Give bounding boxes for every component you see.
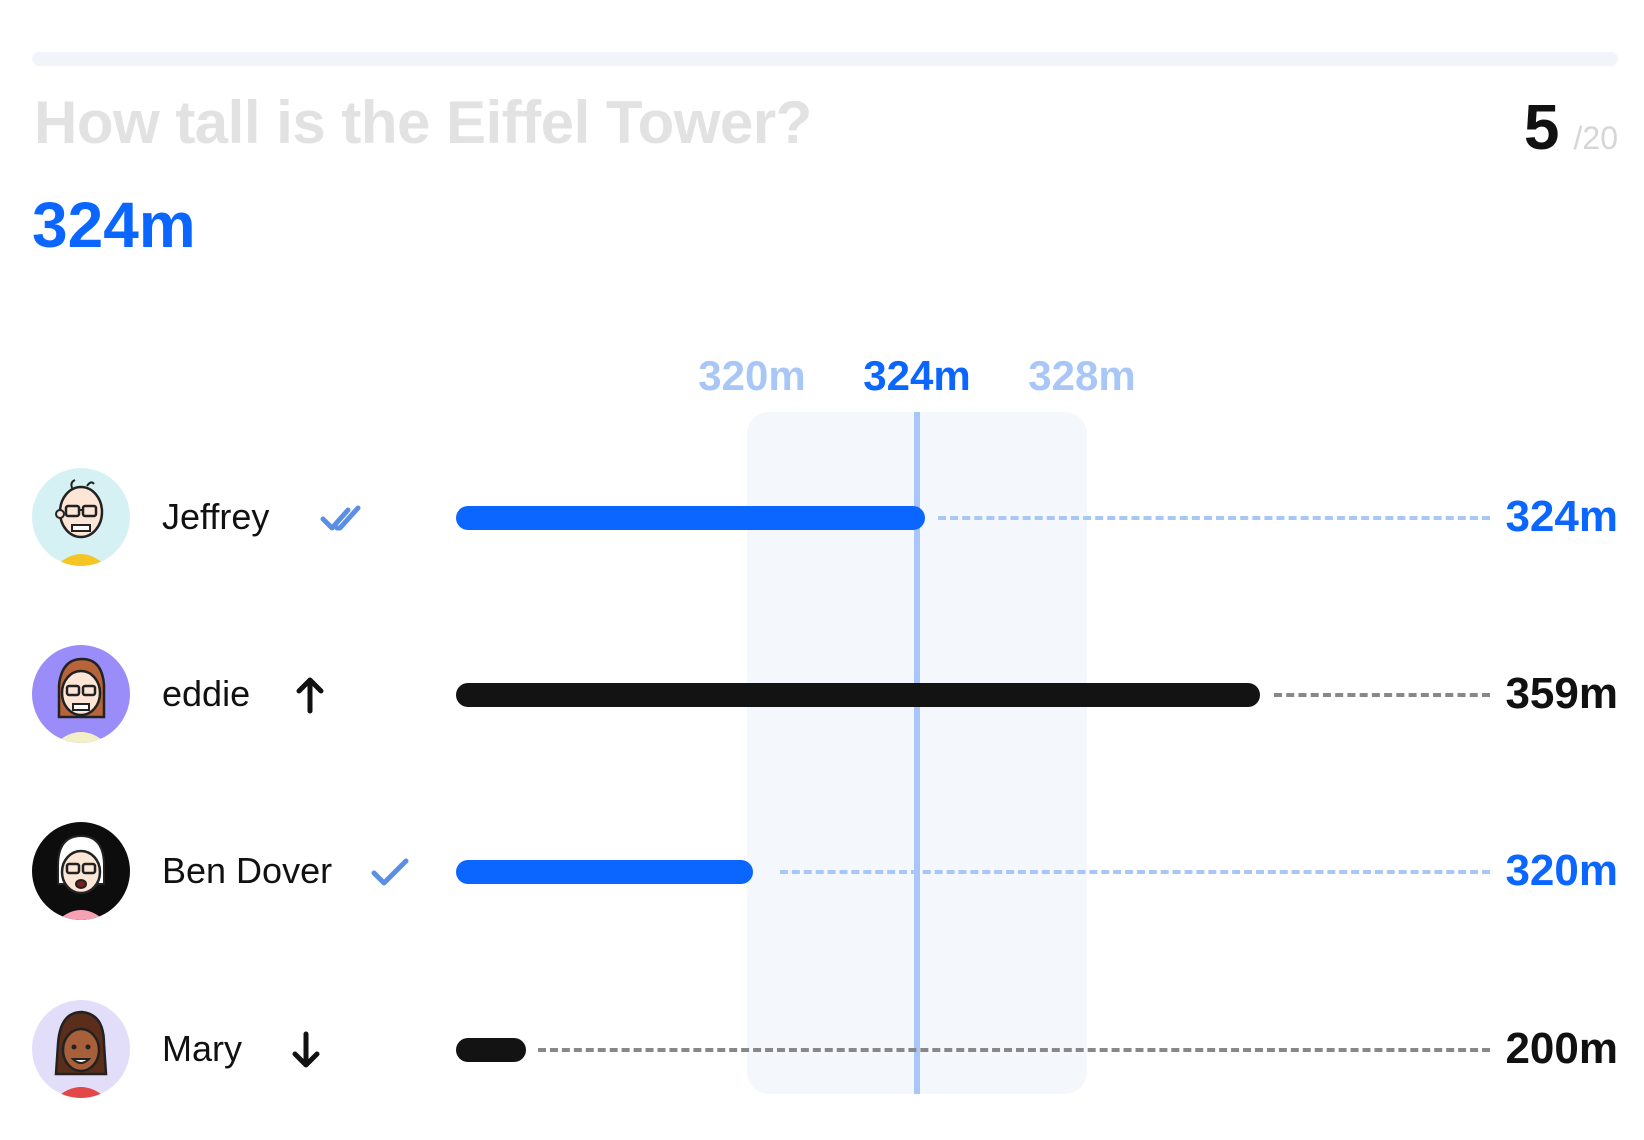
- guess-value: 200m: [1505, 1024, 1618, 1073]
- target-line: [914, 412, 920, 1094]
- player-row: eddie 359m: [0, 645, 1644, 745]
- arrow-down-icon: [282, 1026, 330, 1074]
- player-name: Ben Dover: [162, 850, 333, 891]
- guess-bar: [456, 506, 925, 530]
- scale-target-label: 324m: [863, 352, 971, 399]
- guess-bar: [456, 683, 1260, 707]
- player-row: Jeffrey 324m: [0, 468, 1644, 568]
- player-name: Jeffrey: [162, 496, 270, 537]
- progress-track: [32, 52, 1618, 66]
- avatar: [32, 822, 130, 920]
- guess-value: 320m: [1505, 846, 1618, 895]
- guess-value: 359m: [1505, 669, 1618, 718]
- guess-bar: [456, 1038, 526, 1062]
- guess-bar: [456, 860, 753, 884]
- question-title: How tall is the Eiffel Tower?: [34, 89, 812, 156]
- player-row: Ben Dover 320m: [0, 822, 1644, 922]
- player-row: Mary 200m: [0, 1000, 1644, 1100]
- arrow-up-icon: [286, 671, 334, 719]
- question-counter: 5 /20: [1524, 90, 1618, 164]
- avatar: [32, 468, 130, 566]
- guess-dash-line: [938, 516, 1490, 520]
- scale-low-label: 320m: [698, 352, 806, 399]
- guess-value: 324m: [1505, 492, 1618, 541]
- guess-dash-line: [780, 870, 1490, 874]
- current-question-number: 5: [1523, 91, 1560, 163]
- avatar: [32, 1000, 130, 1098]
- double-check-icon: [320, 494, 368, 542]
- total-questions: /20: [1573, 120, 1618, 156]
- guess-dash-line: [538, 1048, 1490, 1052]
- guess-dash-line: [1274, 693, 1490, 697]
- scale-high-label: 328m: [1028, 352, 1136, 399]
- player-name: Mary: [162, 1028, 242, 1069]
- correct-answer: 324m: [32, 189, 196, 261]
- player-name: eddie: [162, 673, 251, 714]
- avatar: [32, 645, 130, 743]
- check-icon: [366, 848, 414, 896]
